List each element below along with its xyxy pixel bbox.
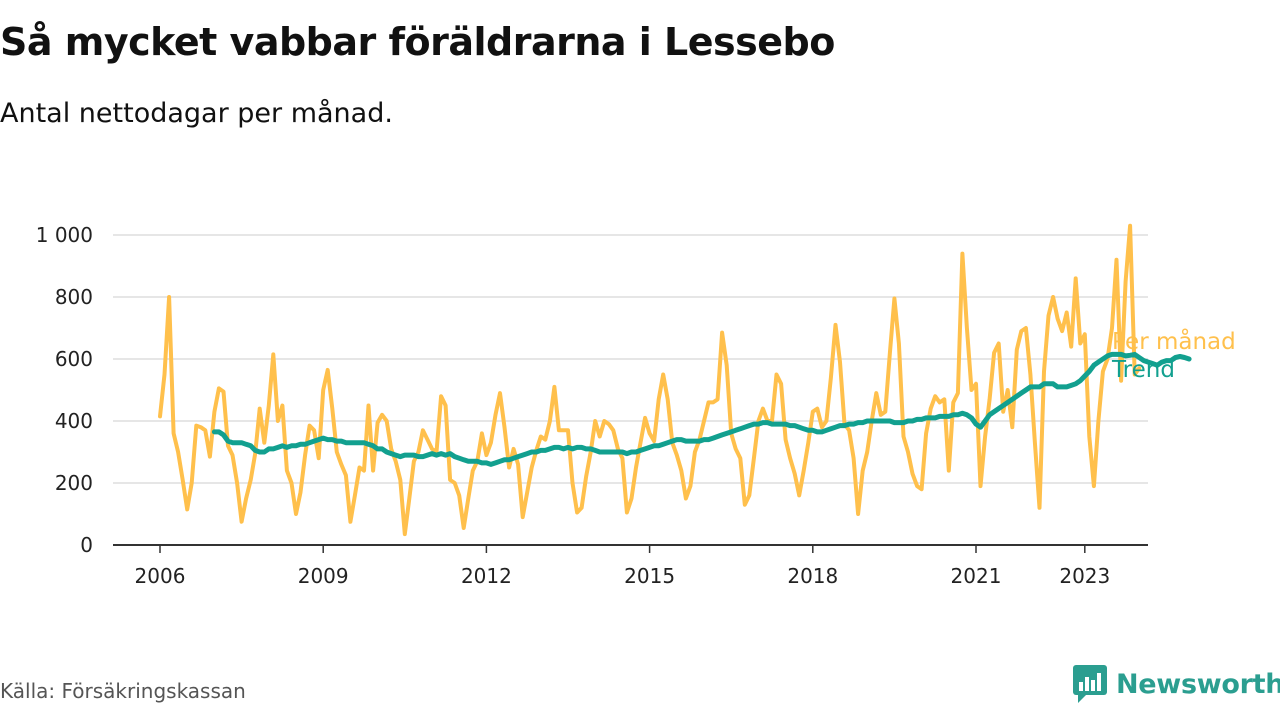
x-tick-label: 2021 — [951, 564, 1002, 588]
trend-label: Trend — [1111, 357, 1175, 383]
x-tick-label: 2015 — [624, 564, 675, 588]
page-title: Så mycket vabbar föräldrarna i Lessebo — [0, 20, 835, 64]
per-month-line — [158, 223, 1142, 537]
series-lines — [158, 223, 1192, 537]
brand-logo[interactable]: Newsworthy — [1072, 664, 1280, 704]
page-subtitle: Antal nettodagar per månad. — [0, 98, 393, 129]
x-tick-label: 2023 — [1059, 564, 1110, 588]
x-tick-label: 2012 — [461, 564, 512, 588]
x-tick-label: 2009 — [298, 564, 349, 588]
y-tick-label: 800 — [55, 285, 93, 309]
brand-name: Newsworthy — [1116, 668, 1280, 700]
trend-line — [211, 351, 1192, 467]
y-tick-label: 600 — [55, 347, 93, 371]
per-month-label: Per månad — [1112, 327, 1236, 355]
x-tick-label: 2006 — [135, 564, 186, 588]
source-note: Källa: Försäkringskassan — [0, 679, 246, 703]
newsworthy-logo-icon — [1073, 665, 1107, 703]
y-tick-label: 1 000 — [36, 223, 93, 247]
y-tick-label: 0 — [80, 533, 93, 557]
y-tick-label: 200 — [55, 471, 93, 495]
y-tick-label: 400 — [55, 409, 93, 433]
y-axis-tick-labels: 0 200 400 600 800 1 000 — [36, 223, 93, 557]
x-axis: 2006 2009 2012 2015 2018 2021 2023 — [113, 544, 1148, 588]
x-tick-label: 2018 — [787, 564, 838, 588]
